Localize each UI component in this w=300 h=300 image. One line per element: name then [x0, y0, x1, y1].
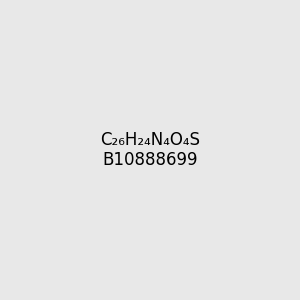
Text: C₂₆H₂₄N₄O₄S
B10888699: C₂₆H₂₄N₄O₄S B10888699 — [100, 130, 200, 170]
